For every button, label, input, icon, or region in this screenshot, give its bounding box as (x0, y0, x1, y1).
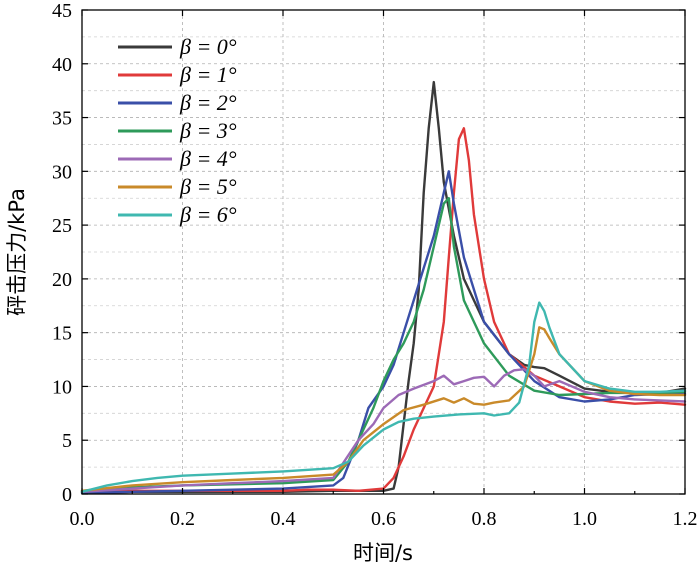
x-axis-title: 时间/s (353, 541, 413, 565)
y-tick-label: 10 (52, 376, 72, 398)
series-lines (80, 80, 687, 495)
x-tick-labels: 0.0 0.2 0.4 0.6 0.8 1.0 1.2 (70, 508, 698, 530)
x-tick-label: 0.2 (170, 508, 195, 530)
series-line-2 (80, 170, 687, 495)
legend-label-2: β = 2° (179, 90, 237, 115)
x-tick-label: 1.0 (572, 508, 597, 530)
grid (82, 10, 685, 494)
axis-ticks (81, 9, 686, 495)
series-line-4 (80, 368, 687, 493)
legend-label-3: β = 3° (179, 118, 237, 143)
legend-label-4: β = 4° (179, 146, 237, 171)
legend-label-1: β = 1° (179, 62, 237, 87)
y-tick-label: 25 (52, 215, 72, 237)
legend: β = 0° β = 1° β = 2° β = 3° β = 4° β = 5° β = … (118, 34, 237, 227)
y-axis-title: 砰击压力/kPa (5, 188, 29, 316)
legend-label-6: β = 6° (179, 202, 237, 227)
x-tick-label: 0.0 (70, 508, 95, 530)
x-tick-label: 0.6 (371, 508, 396, 530)
y-tick-label: 5 (62, 430, 72, 452)
series-line-3 (80, 196, 687, 492)
series-line-1 (80, 127, 687, 493)
y-tick-label: 15 (52, 323, 72, 345)
series-line-6 (80, 301, 687, 493)
x-tick-label: 0.8 (472, 508, 497, 530)
y-tick-label: 35 (52, 108, 72, 130)
x-tick-label: 0.4 (271, 508, 296, 530)
x-tick-label: 1.2 (673, 508, 698, 530)
y-tick-label: 30 (52, 161, 72, 183)
y-tick-label: 45 (52, 0, 72, 22)
y-tick-label: 20 (52, 269, 72, 291)
y-tick-label: 0 (62, 484, 72, 506)
y-tick-labels: 0 5 10 15 20 25 30 35 40 45 (52, 0, 72, 506)
legend-label-5: β = 5° (179, 174, 237, 199)
y-tick-label: 40 (52, 54, 72, 76)
legend-label-0: β = 0° (179, 34, 237, 59)
